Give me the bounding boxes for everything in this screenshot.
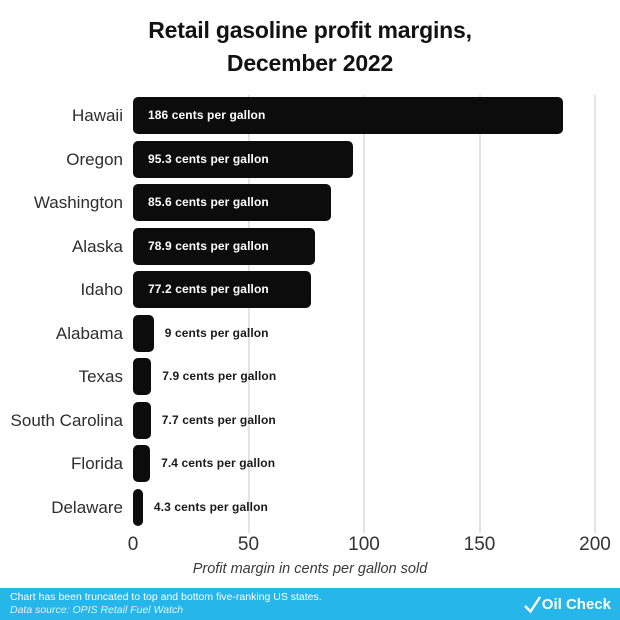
category-label: Washington <box>33 193 123 212</box>
chart-title-line-1: Retail gasoline profit margins, <box>148 17 472 43</box>
category-label: Alabama <box>55 323 123 343</box>
bar-value-label: 186 cents per gallon <box>148 108 266 122</box>
gridline <box>478 95 481 533</box>
plot-area: Hawaii 186 cents per gallon Oregon 95.3 cen… <box>10 95 611 555</box>
bar <box>133 314 154 352</box>
bar <box>133 488 143 526</box>
bar-value-label: 4.3 cents per gallon <box>153 499 268 514</box>
x-axis-tick-label: 0 <box>127 534 139 555</box>
category-label: Idaho <box>80 280 123 299</box>
bar <box>133 184 331 221</box>
bar-value-label: 85.6 cents per gallon <box>148 195 269 209</box>
data-source: Data source: OPIS Retail Fuel Watch <box>10 604 184 616</box>
check-icon <box>523 595 541 613</box>
category-label: Hawaii <box>71 106 123 125</box>
bar <box>133 271 312 308</box>
category-label: South Carolina <box>10 410 123 430</box>
bar-value-label: 7.7 cents per gallon <box>161 412 276 427</box>
chart-title: Retail gasoline profit margins, December… <box>0 14 620 80</box>
bar-value-label: 78.9 cents per gallon <box>148 238 269 253</box>
gridline <box>363 95 365 533</box>
x-axis-tick-label: 100 <box>348 534 380 555</box>
footnote: Chart has been truncated to top and bott… <box>10 591 322 603</box>
x-axis-tick-label: 200 <box>579 534 611 555</box>
bar-value-label: 77.2 cents per gallon <box>148 282 269 296</box>
bar-value-label: 7.9 cents per gallon <box>162 369 277 383</box>
x-axis-title: Profit margin in cents per gallon sold <box>192 561 428 577</box>
brand-name: Oil Check <box>541 595 611 613</box>
bar <box>133 401 151 439</box>
category-label: Delaware <box>51 497 123 517</box>
bar <box>133 227 316 265</box>
bar-value-label: 7.4 cents per gallon <box>161 456 276 470</box>
gridline <box>594 95 596 533</box>
chart-title-line-2: December 2022 <box>226 50 394 76</box>
bar <box>133 97 563 134</box>
gridline <box>247 95 250 533</box>
x-axis-tick-label: 150 <box>463 534 496 555</box>
bar-value-label: 95.3 cents per gallon <box>148 151 269 166</box>
category-label: Florida <box>71 454 123 473</box>
category-label: Texas <box>78 367 123 386</box>
bar-value-label: 9 cents per gallon <box>164 325 269 340</box>
footer-bar: Chart has been truncated to top and bott… <box>0 588 620 620</box>
x-axis-tick-label: 50 <box>237 534 260 555</box>
category-label: Alaska <box>71 236 123 256</box>
footer-notes: Chart has been truncated to top and bott… <box>10 591 322 617</box>
bar <box>133 445 151 482</box>
category-label: Oregon <box>66 149 123 169</box>
bar <box>133 358 152 395</box>
brand-logo: Oil Check <box>522 594 611 615</box>
bar <box>133 140 354 178</box>
